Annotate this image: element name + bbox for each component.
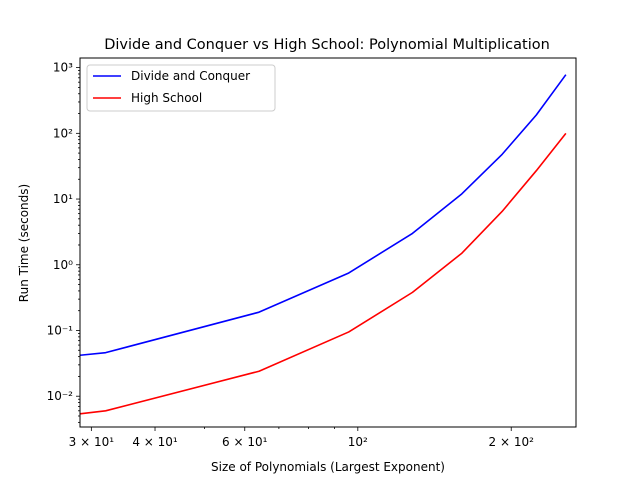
x-tick-label: 6 × 10¹ xyxy=(222,435,268,449)
y-tick-label: 10³ xyxy=(53,61,73,75)
plot-area xyxy=(79,74,567,415)
x-tick-label: 2 × 10² xyxy=(489,435,535,449)
y-tick-label: 10⁰ xyxy=(53,258,73,272)
plot-frame xyxy=(79,57,577,428)
x-tick-label: 3 × 10¹ xyxy=(69,435,115,449)
x-tick-label: 4 × 10¹ xyxy=(132,435,178,449)
legend-label-1: High School xyxy=(131,91,202,105)
legend-box xyxy=(86,64,276,112)
y-tick-label: 10¹ xyxy=(53,192,73,206)
legend-label-0: Divide and Conquer xyxy=(131,69,250,83)
y-axis: 10⁻² 10⁻¹ 10⁰ 10¹ 10² 10³ xyxy=(47,61,80,423)
x-tick-label: 10² xyxy=(348,435,368,449)
legend: Divide and Conquer High School xyxy=(86,64,276,112)
y-tick-label: 10⁻¹ xyxy=(47,323,74,337)
y-axis-label: Run Time (seconds) xyxy=(17,184,31,302)
series-line-1 xyxy=(79,132,567,415)
x-axis: 3 × 10¹ 4 × 10¹ 6 × 10¹ 10² 2 × 10² xyxy=(69,427,534,449)
y-tick-label: 10² xyxy=(53,126,73,140)
chart-title: Divide and Conquer vs High School: Polyn… xyxy=(104,37,550,53)
series-line-0 xyxy=(79,74,567,357)
y-tick-label: 10⁻² xyxy=(47,389,74,403)
x-axis-label: Size of Polynomials (Largest Exponent) xyxy=(211,460,445,474)
